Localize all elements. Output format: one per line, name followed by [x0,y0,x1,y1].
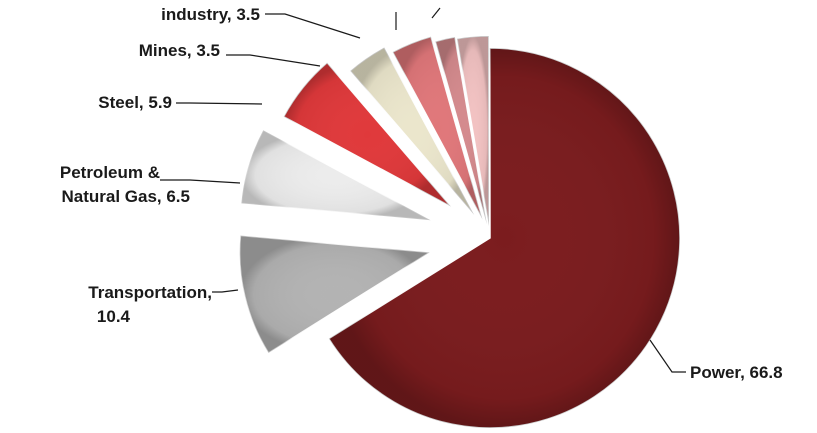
data-label: 10.4 [97,307,131,326]
leader-line [431,7,441,19]
leader-line [212,289,239,293]
data-label: Steel, 5.9 [98,93,172,112]
data-label: Power, 66.8 [690,363,783,382]
pie-slice-shade [392,36,483,220]
pie-slice-shade [241,130,431,221]
pie-slice-shade [283,62,452,207]
pie-slice-shade [350,47,475,215]
pie-slice-shade [435,37,487,225]
leader-line [226,54,321,67]
data-label: Mines, 3.5 [139,41,220,60]
data-label: Transportation, [88,283,212,302]
pie-slice-shade [328,47,680,429]
pie-slice-shade [239,235,430,354]
leader-line [160,179,241,184]
leader-line [649,339,686,373]
data-label: Natural Gas, 6.5 [61,187,190,206]
data-label: industry, 3.5 [161,5,260,24]
pie-slice-shade [456,36,489,227]
leader-line [265,13,361,39]
leader-line [176,102,263,105]
data-label: Petroleum & [60,163,160,182]
